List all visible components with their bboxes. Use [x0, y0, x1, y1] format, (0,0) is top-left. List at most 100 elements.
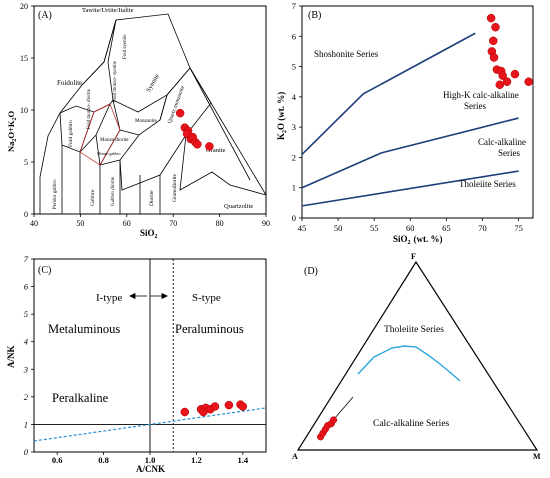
- sample-point: [210, 402, 220, 411]
- x-tick-label: 40: [30, 219, 38, 228]
- series-boundary-line: [301, 170, 519, 207]
- field-label: Monzo diorite: [100, 138, 129, 143]
- sample-point: [495, 80, 505, 89]
- sample-point: [224, 400, 234, 410]
- sample-point: [510, 69, 520, 79]
- sample-point: [180, 407, 190, 417]
- y-tick-label: 5: [24, 158, 28, 167]
- x-tick-label: 60: [406, 223, 415, 233]
- field-label: Gabbro: [90, 189, 96, 206]
- field-label: Peridot gabbro: [53, 179, 58, 209]
- y-tick-label: 5: [292, 62, 296, 72]
- field-label: Foid monzo- syenite: [113, 60, 118, 102]
- sample-point: [491, 22, 500, 32]
- x-tick-label: 0.6: [52, 455, 63, 465]
- field-label: Gabbro diorite: [111, 176, 116, 206]
- ternary-vertex-m: M: [533, 452, 541, 461]
- x-tick-label: 1.0: [145, 455, 156, 465]
- sample-point: [502, 77, 512, 86]
- region-label: Metaluminous: [48, 322, 120, 336]
- series-label-line: Series: [464, 101, 486, 111]
- sample-point: [193, 140, 202, 149]
- series-label: Calc-alkaline Series: [478, 137, 526, 158]
- ternary-triangle: [296, 260, 539, 451]
- tholeiite-boundary-curve: [357, 345, 461, 382]
- x-tick-label: 50: [76, 219, 84, 228]
- panel-b-points: [486, 13, 533, 89]
- panel-a-y-axis-label: Na2O+K2O: [6, 111, 18, 152]
- sample-point: [489, 53, 499, 62]
- panel-b-x-axis-label: SiO2 (wt. %): [393, 234, 443, 246]
- y-tick-label: 2: [292, 152, 296, 162]
- region-label: Tholeiite Series: [384, 325, 444, 335]
- panel-b-boundaries: [301, 32, 519, 207]
- sample-point: [199, 407, 208, 417]
- panel-c-y-ticks: 0 1 2 3 4 5 6 7: [23, 254, 34, 457]
- x-tick-label: 45: [298, 223, 307, 233]
- x-tick-label: 75: [514, 223, 523, 233]
- panel-d: (D) F A M Tholeiite Series Calc-alkaline…: [292, 252, 541, 461]
- x-tick-label: 1.4: [237, 455, 248, 465]
- field-label: Monzonite: [135, 119, 157, 124]
- y-tick-label: 3: [292, 122, 296, 132]
- y-tick-label: 0: [24, 210, 28, 219]
- y-tick-label: 6: [24, 282, 29, 292]
- field-label: Foid monzo- diorite: [87, 88, 92, 129]
- field-label: Foid syenite: [123, 34, 128, 59]
- y-tick-label: 15: [20, 54, 28, 63]
- y-tick-label: 20: [20, 2, 28, 11]
- panel-a-y-ticks: 0 5 10 15 20: [20, 2, 34, 219]
- field-label: Quartz monzonite: [167, 85, 186, 125]
- region-label: Calc-alkaline Series: [373, 419, 450, 429]
- panel-a-points: [175, 108, 214, 151]
- y-tick-label: 6: [292, 31, 296, 41]
- field-label: Foid gabbro: [68, 120, 74, 147]
- panel-b-y-ticks: 0 1 2 3 4 5 6 7: [292, 1, 302, 223]
- panel-a-frame: [33, 5, 267, 215]
- panel-a-x-axis-label: SiO2: [140, 228, 158, 240]
- panel-b: (B) Shoshonite Series High-K calc-alkali…: [276, 1, 534, 246]
- series-label: Tholeiite Series: [459, 179, 516, 189]
- x-tick-label: 50: [334, 223, 343, 233]
- region-label: Peralkaline: [52, 391, 109, 405]
- region-label: I-type: [96, 292, 122, 304]
- sample-point: [486, 13, 496, 23]
- sample-point: [498, 71, 507, 80]
- x-tick-label: 70: [169, 219, 177, 228]
- field-label: Granite: [206, 147, 226, 154]
- y-tick-label: 1: [24, 419, 28, 429]
- field-label: Foidolite: [57, 79, 82, 87]
- sample-point: [489, 36, 498, 46]
- field-label: Quartzolite: [224, 203, 253, 210]
- panel-a-red-field: [79, 103, 121, 166]
- field-label: Syenite: [145, 73, 161, 93]
- panel-c-label: (C): [38, 265, 51, 276]
- region-label: Peraluminous: [175, 322, 244, 336]
- x-tick-label: 90: [262, 219, 270, 228]
- ternary-vertex-a: A: [292, 452, 298, 461]
- y-tick-label: 7: [292, 1, 296, 11]
- y-tick-label: 2: [24, 392, 29, 402]
- panel-d-label: (D): [304, 266, 318, 277]
- panel-a: (A) Tawite/Urtite/Ital: [6, 2, 270, 240]
- y-tick-label: 10: [20, 106, 28, 115]
- y-tick-label: 0: [292, 213, 296, 223]
- sample-point: [175, 108, 185, 118]
- y-tick-label: 5: [24, 309, 28, 319]
- panel-c-x-axis-label: A/CNK: [136, 464, 165, 474]
- field-label: Monzo gabbro: [97, 151, 120, 156]
- panel-c-y-axis-label: A/NK: [6, 346, 16, 369]
- panel-c-arrows: [129, 292, 168, 300]
- series-label: Shoshonite Series: [314, 49, 379, 59]
- y-tick-label: 0: [24, 447, 29, 457]
- panel-c-points: [180, 400, 248, 417]
- panel-d-points: [317, 416, 338, 441]
- x-tick-label: 80: [216, 219, 224, 228]
- panel-b-x-ticks: 45 50 55 60 65 70 75: [298, 218, 523, 233]
- panel-a-label: (A): [38, 10, 52, 21]
- sample-point: [330, 416, 338, 424]
- panel-b-label: (B): [308, 10, 321, 21]
- panel-b-frame: [301, 5, 534, 219]
- field-label: Tawite/Urtite/Italite: [82, 7, 134, 14]
